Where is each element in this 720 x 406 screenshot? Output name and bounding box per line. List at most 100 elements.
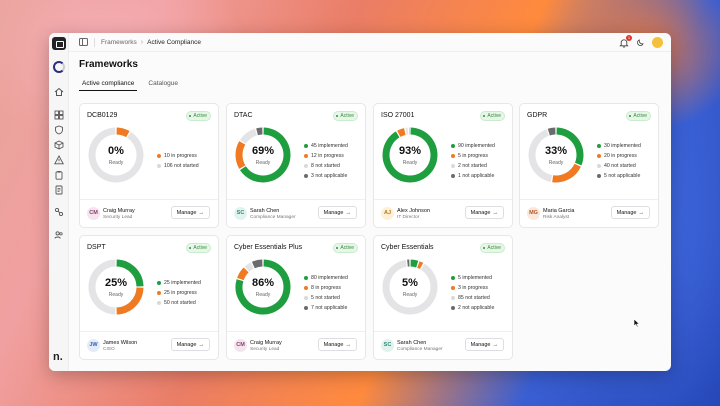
framework-name: GDPR [527, 112, 548, 119]
integrations-icon[interactable] [54, 207, 64, 217]
breadcrumb-parent[interactable]: Frameworks [101, 38, 137, 46]
clipboard-icon[interactable] [54, 170, 64, 180]
notification-badge: 1 [626, 34, 632, 41]
brand-logo[interactable]: n. [53, 351, 63, 363]
framework-name: DTAC [234, 112, 253, 119]
donut-segment-not-started [88, 259, 116, 315]
breadcrumb-current: Active Compliance [147, 38, 201, 46]
app-switcher-icon[interactable] [52, 37, 66, 50]
donut-legend: 10 in progress 106 not started [157, 151, 199, 171]
framework-card[interactable]: DCB0129 Active 0% Ready 10 in progress 106 no… [79, 103, 219, 228]
warning-icon[interactable] [54, 155, 64, 165]
legend-swatch [157, 281, 161, 285]
donut-segment-not-started [240, 128, 258, 144]
topbar-actions: 1 [619, 34, 663, 48]
frameworks-icon[interactable] [54, 110, 64, 120]
donut-segment-in-progress [397, 128, 406, 137]
legend-item: 3 not applicable [304, 171, 348, 181]
readiness-donut [526, 125, 586, 185]
donut-segment-implemented [235, 259, 291, 315]
status-badge: Active [333, 111, 358, 121]
owner-name: Sarah Chen [250, 208, 280, 214]
legend-item: 2 not applicable [451, 303, 494, 313]
legend-item: 10 in progress [157, 151, 199, 161]
framework-card[interactable]: Cyber Essentials Active 5% Ready 5 implement… [373, 235, 513, 360]
readiness-donut [233, 125, 293, 185]
org-progress-icon[interactable] [53, 61, 65, 73]
readiness-percent: 69% [251, 145, 275, 157]
owner-avatar: JW [87, 339, 100, 352]
tab-catalogue[interactable]: Catalogue [148, 80, 179, 87]
framework-card[interactable]: DSPT Active 25% Ready 25 implemented 25 in pr… [79, 235, 219, 360]
manage-button[interactable]: Manage → [464, 338, 504, 351]
framework-card[interactable]: Cyber Essentials Plus Active 86% Ready 80 im… [226, 235, 366, 360]
user-avatar[interactable] [652, 37, 663, 48]
legend-swatch [597, 164, 601, 168]
arrow-right-icon: → [345, 341, 352, 348]
legend-swatch [451, 296, 455, 300]
readiness-donut [86, 257, 146, 317]
owner-name: Craig Murray [250, 340, 282, 346]
donut-segment-not-applicable [256, 127, 263, 136]
legend-item: 3 in progress [451, 283, 494, 293]
app-window: n. Frameworks › Active Compliance 1 Fram… [49, 33, 671, 371]
legend-text: 106 not started [164, 163, 199, 169]
legend-swatch [597, 174, 601, 178]
legend-item: 5 implemented [451, 273, 494, 283]
owner-role: Compliance Manager [250, 215, 296, 220]
bell-icon[interactable]: 1 [619, 34, 632, 48]
manage-button[interactable]: Manage → [170, 206, 210, 219]
page-title: Frameworks [79, 59, 138, 70]
readiness-label: Ready [108, 160, 124, 166]
legend-text: 5 in progress [458, 153, 488, 159]
arrow-right-icon: → [492, 341, 499, 348]
legend-item: 7 not applicable [304, 303, 348, 313]
framework-card[interactable]: DTAC Active 69% Ready 45 implemented 12 in pr… [226, 103, 366, 228]
donut-legend: 90 implemented 5 in progress 2 not started… [451, 141, 495, 181]
legend-text: 2 not started [458, 163, 487, 169]
owner-name: Craig Murray [103, 208, 135, 214]
legend-swatch [304, 296, 308, 300]
readiness-donut [86, 125, 146, 185]
readiness-percent: 86% [251, 277, 275, 289]
box-icon[interactable] [54, 140, 64, 150]
users-icon[interactable] [54, 230, 64, 240]
donut-segment-not-applicable [251, 259, 263, 269]
shield-icon[interactable] [54, 125, 64, 135]
donut-segment-in-progress [237, 267, 249, 281]
readiness-label: Ready [548, 160, 564, 166]
owner-role: Compliance Manager [397, 347, 443, 352]
card-footer: AJ Alex Johnson IT Director Manage → [374, 199, 512, 227]
donut-segment-in-progress [116, 127, 130, 138]
theme-toggle-icon[interactable] [636, 38, 645, 47]
legend-text: 25 implemented [164, 280, 201, 286]
donut-segment-in-progress [235, 141, 246, 169]
manage-button[interactable]: Manage → [464, 206, 504, 219]
legend-item: 25 in progress [157, 288, 201, 298]
arrow-right-icon: → [345, 209, 352, 216]
arrow-right-icon: → [638, 209, 645, 216]
legend-text: 25 in progress [164, 290, 197, 296]
framework-card[interactable]: ISO 27001 Active 93% Ready 90 implemented 5 i… [373, 103, 513, 228]
home-icon[interactable] [54, 87, 64, 97]
framework-card[interactable]: GDPR Active 33% Ready 30 implemented 20 in pr… [519, 103, 659, 228]
toggle-sidebar-icon[interactable] [79, 38, 88, 46]
readiness-label: Ready [255, 292, 271, 298]
legend-text: 3 not applicable [311, 173, 348, 179]
tab-active-compliance[interactable]: Active compliance [79, 78, 138, 91]
manage-button[interactable]: Manage → [317, 206, 357, 219]
readiness-percent: 5% [402, 277, 418, 289]
legend-swatch [451, 164, 455, 168]
legend-item: 85 not started [451, 293, 494, 303]
manage-button[interactable]: Manage → [610, 206, 650, 219]
card-footer: SC Sarah Chen Compliance Manager Manage → [374, 331, 512, 359]
legend-item: 40 not started [597, 161, 641, 171]
manage-button[interactable]: Manage → [317, 338, 357, 351]
owner-avatar: MG [527, 207, 540, 220]
manage-button[interactable]: Manage → [170, 338, 210, 351]
legend-item: 8 not started [304, 161, 348, 171]
donut-segment-in-progress [116, 287, 144, 315]
framework-name: DCB0129 [87, 112, 118, 119]
donut-legend: 25 implemented 25 in progress 50 not start… [157, 278, 201, 308]
document-icon[interactable] [54, 185, 64, 195]
